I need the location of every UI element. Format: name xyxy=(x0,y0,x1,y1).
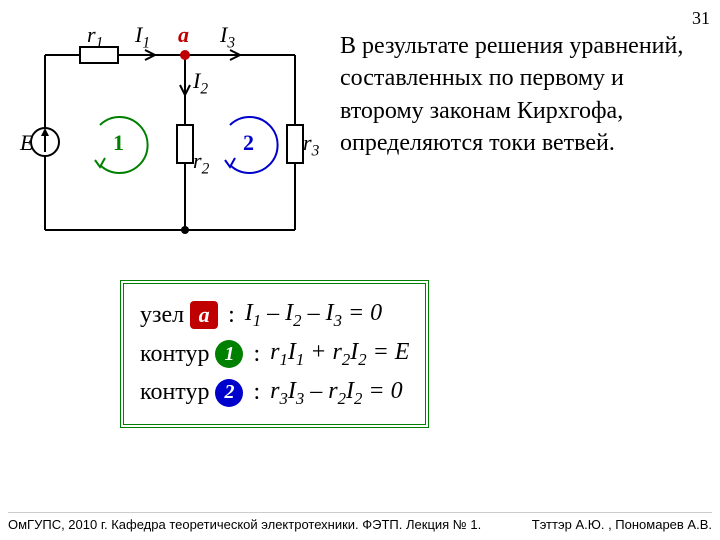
label-node-a: a xyxy=(178,22,189,48)
loop1-badge: 1 xyxy=(215,340,243,368)
label-r3: r3 xyxy=(303,130,319,160)
equation-loop1: контур 1 : r1I1 + r2I2 = E xyxy=(140,339,409,370)
footer-left: ОмГУПС, 2010 г. Кафедра теоретической эл… xyxy=(8,517,481,532)
equation-node: узел a : I1 – I2 – I3 = 0 xyxy=(140,300,409,331)
description-text: В результате решения уравнений, составле… xyxy=(340,30,710,160)
eq2-text: r1I1 + r2I2 = E xyxy=(270,339,409,370)
label-r2: r2 xyxy=(193,148,209,178)
equation-loop2: контур 2 : r3I3 – r2I2 = 0 xyxy=(140,378,409,409)
node-word: узел xyxy=(140,302,184,329)
colon: : xyxy=(253,379,260,406)
page-number: 31 xyxy=(692,8,710,29)
node-badge: a xyxy=(190,301,218,329)
footer-right: Тэттэр А.Ю. , Пономарев А.В. xyxy=(532,517,712,532)
label-r1: r1 xyxy=(87,22,103,52)
colon: : xyxy=(228,302,235,329)
label-I3: I3 xyxy=(220,22,235,52)
label-loop2: 2 xyxy=(243,130,254,156)
slide: 31 xyxy=(0,0,720,540)
loop2-badge: 2 xyxy=(215,379,243,407)
equations-box: узел a : I1 – I2 – I3 = 0 контур 1 : r1I… xyxy=(120,280,429,428)
circuit-svg xyxy=(5,30,325,260)
colon: : xyxy=(253,341,260,368)
loop-word-1: контур xyxy=(140,341,209,368)
footer: ОмГУПС, 2010 г. Кафедра теоретической эл… xyxy=(8,512,712,532)
label-loop1: 1 xyxy=(113,130,124,156)
label-I2: I2 xyxy=(193,68,208,98)
equations-block: узел a : I1 – I2 – I3 = 0 контур 1 : r1I… xyxy=(120,280,620,428)
label-I1: I1 xyxy=(135,22,150,52)
loop-word-2: контур xyxy=(140,379,209,406)
label-E: E xyxy=(20,130,33,156)
eq1-text: I1 – I2 – I3 = 0 xyxy=(245,300,382,331)
eq3-text: r3I3 – r2I2 = 0 xyxy=(270,378,402,409)
circuit-diagram: E r1 r2 r3 I1 I2 I3 a 1 2 xyxy=(5,30,325,260)
